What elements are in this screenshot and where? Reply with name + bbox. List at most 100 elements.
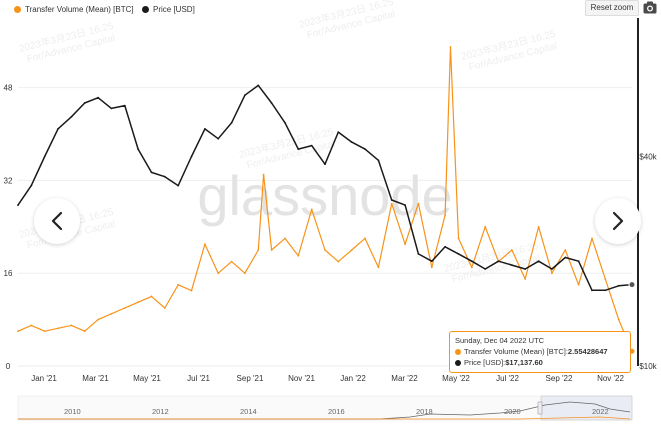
- legend-label: Transfer Volume (Mean) [BTC]: [25, 5, 134, 14]
- transfer-volume-point: [110, 312, 113, 315]
- transfer-volume-point: [551, 272, 553, 275]
- tooltip-value: $17,137.60: [505, 358, 543, 367]
- transfer-volume-point: [270, 249, 273, 251]
- y-left-tick-label: 0: [6, 362, 11, 371]
- transfer-volume-point: [390, 202, 393, 205]
- price-point: [377, 159, 380, 162]
- previous-chart-button[interactable]: [34, 198, 80, 244]
- x-tick-label: Nov '21: [288, 374, 315, 383]
- price-point: [350, 141, 353, 144]
- transfer-volume-point: [190, 289, 193, 292]
- transfer-volume-point: [577, 283, 580, 286]
- price-point: [177, 184, 180, 187]
- x-tick-label: Mar '22: [391, 374, 418, 383]
- navigator-tick-label: 2012: [152, 407, 169, 416]
- transfer-volume-point: [457, 237, 460, 240]
- transfer-volume-point: [470, 266, 473, 269]
- transfer-volume-point: [217, 272, 220, 275]
- navigator-tick-label: 2020: [504, 407, 521, 416]
- price-point: [430, 260, 433, 263]
- price-point: [511, 264, 513, 266]
- chevron-right-icon: [612, 211, 624, 231]
- x-tick-label: Nov '22: [597, 374, 624, 383]
- price-point: [497, 260, 500, 263]
- price-point: [204, 127, 206, 130]
- y-right-tick-label: $10k: [639, 362, 657, 371]
- y-left-tick-label: 48: [4, 84, 13, 93]
- price-point: [97, 96, 99, 99]
- transfer-volume-point: [30, 324, 33, 327]
- transfer-volume-point: [537, 225, 540, 228]
- legend-item-price[interactable]: Price [USD]: [142, 5, 195, 14]
- price-point: [163, 175, 166, 178]
- price-point: [617, 284, 620, 287]
- price-point: [83, 102, 86, 104]
- transfer-volume-point: [83, 330, 86, 333]
- price-point: [591, 289, 593, 292]
- price-point: [457, 253, 460, 255]
- price-point: [150, 171, 153, 174]
- price-point: [564, 256, 567, 259]
- y-left-tick-label: 32: [4, 176, 13, 185]
- x-tick-label: Jan '21: [31, 374, 57, 383]
- x-tick-label: May '21: [133, 374, 161, 383]
- navigator-tick-label: 2022: [592, 407, 609, 416]
- camera-icon[interactable]: [643, 1, 657, 14]
- tooltip-label: Transfer Volume (Mean) [BTC]:: [464, 347, 568, 356]
- transfer-volume-point: [430, 266, 433, 269]
- price-point: [470, 260, 473, 263]
- plot-area: [18, 18, 632, 366]
- transfer-volume-point: [404, 243, 406, 246]
- transfer-volume-point: [324, 249, 326, 251]
- price-point: [484, 268, 487, 270]
- price-point: [551, 268, 553, 270]
- price-point: [137, 148, 140, 151]
- transfer-volume-point: [163, 307, 166, 309]
- tooltip-value: 2.55428647: [567, 347, 608, 356]
- transfer-volume-point: [70, 324, 73, 327]
- price-point: [230, 121, 233, 124]
- price-point: [524, 268, 527, 270]
- x-tick-label: Sep '21: [237, 374, 264, 383]
- transfer-volume-point: [417, 202, 420, 205]
- price-point: [444, 245, 446, 248]
- transfer-volume-point: [297, 254, 300, 257]
- legend-item-transfer-volume[interactable]: Transfer Volume (Mean) [BTC]: [14, 5, 134, 14]
- transfer-volume-point: [257, 249, 260, 251]
- price-point: [257, 84, 260, 87]
- tooltip-marker: [455, 348, 461, 355]
- navigator-tick-label: 2014: [240, 407, 257, 416]
- watermark-text: glassnode: [197, 164, 452, 227]
- price-point: [324, 163, 326, 166]
- transfer-volume-point: [97, 318, 99, 321]
- price-point: [390, 199, 393, 201]
- transfer-volume-point: [177, 283, 180, 286]
- tooltip-row-transfer-volume: Transfer Volume (Mean) [BTC]: 2.55428647: [455, 347, 608, 356]
- legend-marker-black: [142, 6, 149, 13]
- x-tick-label: Sep '22: [546, 374, 573, 383]
- navigator-tick-label: 2010: [64, 407, 81, 416]
- x-tick-label: Mar '21: [82, 374, 109, 383]
- y-right-tick-label: $40k: [639, 152, 657, 161]
- transfer-volume-point: [364, 237, 366, 240]
- price-point: [537, 260, 540, 263]
- navigator-handle: [537, 401, 543, 415]
- price-point: [270, 102, 273, 104]
- transfer-volume-point: [617, 318, 620, 321]
- tooltip-marker: [455, 359, 461, 366]
- price-point: [337, 131, 340, 134]
- price-point: [70, 115, 73, 118]
- x-tick-label: May '22: [442, 374, 470, 383]
- transfer-volume-point: [57, 327, 59, 330]
- transfer-volume-point: [484, 225, 487, 228]
- reset-zoom-button[interactable]: Reset zoom: [585, 0, 639, 16]
- price-point: [310, 144, 313, 147]
- transfer-volume-point: [350, 249, 353, 251]
- next-chart-button[interactable]: [595, 198, 641, 244]
- price-point: [217, 137, 220, 140]
- transfer-volume-point: [123, 307, 126, 309]
- hover-marker-price: [628, 281, 636, 289]
- tooltip-date: Sunday, Dec 04 2022 UTC: [455, 336, 545, 345]
- legend-marker-orange: [14, 6, 21, 13]
- transfer-volume-point: [150, 295, 153, 298]
